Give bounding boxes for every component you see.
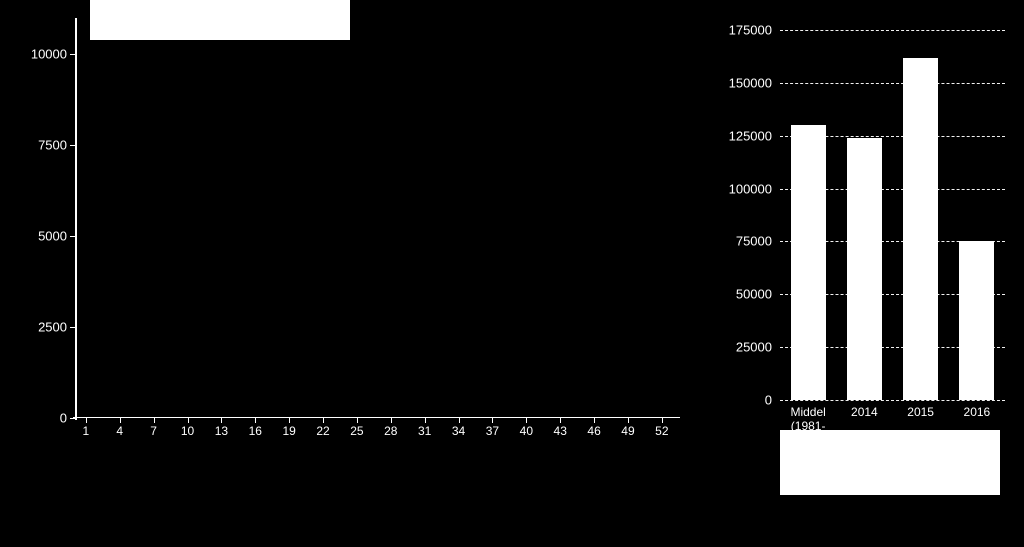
right-y-tick-4: 100000 <box>729 181 772 196</box>
left-x-tickmark <box>323 418 324 423</box>
left-x-tickmark <box>289 418 290 423</box>
left-x-tickmark <box>560 418 561 423</box>
left-y-tickmark <box>70 236 75 237</box>
left-x-tickmark <box>526 418 527 423</box>
left-x-tickmark <box>391 418 392 423</box>
bar-middel <box>791 125 826 400</box>
right-bar-chart: 0 25000 50000 75000 100000 125000 150000… <box>720 30 1005 470</box>
left-y-tickmark <box>70 418 75 419</box>
left-x-tickmark <box>662 418 663 423</box>
left-line-chart: 0 2500 5000 7500 10000 1 4 7 10 13 16 19… <box>20 18 680 458</box>
left-x-tick: 13 <box>215 424 228 438</box>
left-y-tick-4: 10000 <box>31 47 67 62</box>
left-x-tick: 31 <box>418 424 431 438</box>
left-x-tick: 37 <box>486 424 499 438</box>
right-y-tick-2: 50000 <box>736 287 772 302</box>
overlay-top-left <box>90 0 350 40</box>
left-x-tick: 52 <box>655 424 668 438</box>
left-x-tickmark <box>628 418 629 423</box>
left-x-tickmark <box>221 418 222 423</box>
left-x-tickmark <box>594 418 595 423</box>
left-x-tickmark <box>120 418 121 423</box>
left-x-tickmark <box>188 418 189 423</box>
left-x-tick: 46 <box>587 424 600 438</box>
left-x-tickmark <box>425 418 426 423</box>
bar-2015 <box>903 58 938 401</box>
right-gridline <box>780 30 1005 31</box>
bar-label-2015: 2015 <box>907 406 934 420</box>
left-x-tick: 7 <box>150 424 157 438</box>
bar-label-2016: 2016 <box>964 406 991 420</box>
right-y-tick-3: 75000 <box>736 234 772 249</box>
left-y-axis-line <box>75 18 77 420</box>
left-x-tick: 16 <box>249 424 262 438</box>
overlay-bottom-right <box>780 430 1000 495</box>
bar-label-2014: 2014 <box>851 406 878 420</box>
left-x-tickmark <box>492 418 493 423</box>
left-x-tick: 4 <box>116 424 123 438</box>
right-y-tick-1: 25000 <box>736 340 772 355</box>
left-x-tick: 25 <box>350 424 363 438</box>
left-y-tickmark <box>70 327 75 328</box>
left-x-tick: 49 <box>621 424 634 438</box>
bar-2016 <box>959 241 994 400</box>
left-x-tickmark <box>255 418 256 423</box>
left-plot-area: 0 2500 5000 7500 10000 1 4 7 10 13 16 19… <box>75 18 680 418</box>
left-y-tick-1: 2500 <box>38 320 67 335</box>
right-gridline <box>780 83 1005 84</box>
left-x-tickmark <box>459 418 460 423</box>
left-x-tick: 34 <box>452 424 465 438</box>
left-y-tick-0: 0 <box>60 411 67 426</box>
left-x-tickmark <box>86 418 87 423</box>
bar-2014 <box>847 138 882 400</box>
left-x-tick: 43 <box>554 424 567 438</box>
left-y-tickmark <box>70 145 75 146</box>
left-y-tickmark <box>70 54 75 55</box>
right-y-tick-7: 175000 <box>729 23 772 38</box>
left-x-tick: 19 <box>282 424 295 438</box>
left-x-tick: 1 <box>83 424 90 438</box>
left-y-tick-3: 7500 <box>38 138 67 153</box>
left-x-tick: 10 <box>181 424 194 438</box>
right-gridline <box>780 400 1005 401</box>
left-x-tickmark <box>357 418 358 423</box>
left-x-tickmark <box>154 418 155 423</box>
right-y-tick-0: 0 <box>765 393 772 408</box>
left-x-tick: 22 <box>316 424 329 438</box>
right-plot-area: 0 25000 50000 75000 100000 125000 150000… <box>780 30 1005 400</box>
left-x-tick: 28 <box>384 424 397 438</box>
right-y-tick-6: 150000 <box>729 75 772 90</box>
left-x-tick: 40 <box>520 424 533 438</box>
left-x-axis-line <box>73 417 680 419</box>
left-y-tick-2: 5000 <box>38 229 67 244</box>
right-y-tick-5: 125000 <box>729 128 772 143</box>
